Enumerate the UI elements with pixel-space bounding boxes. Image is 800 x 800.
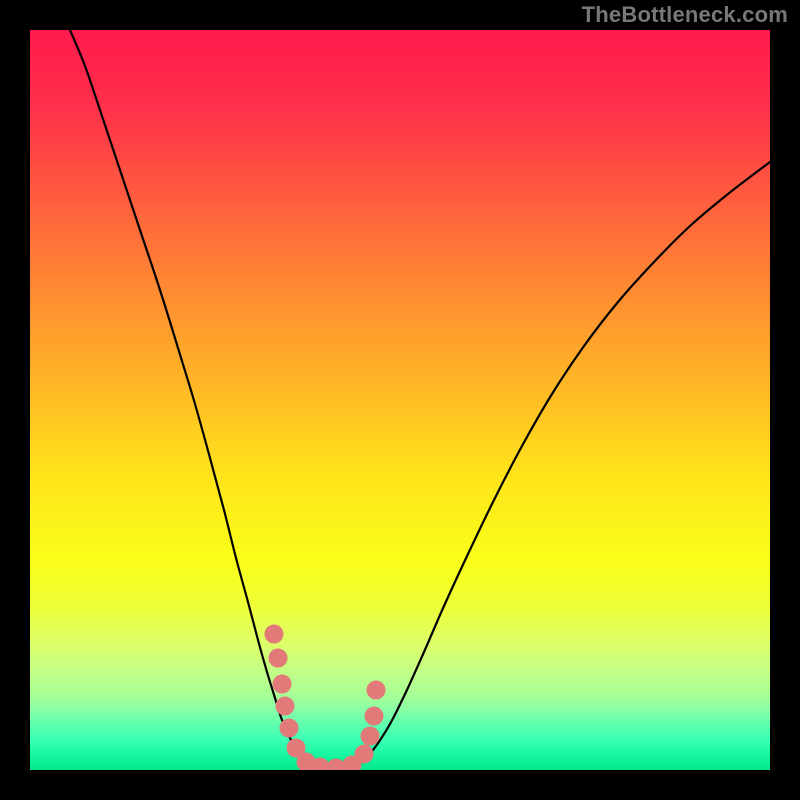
watermark-label: TheBottleneck.com <box>582 2 788 28</box>
data-marker <box>361 727 379 745</box>
plot-svg <box>30 30 770 770</box>
data-marker <box>276 697 294 715</box>
data-marker <box>367 681 385 699</box>
data-marker <box>269 649 287 667</box>
plot-area <box>30 30 770 770</box>
data-marker <box>273 675 291 693</box>
data-marker <box>280 719 298 737</box>
gradient-background <box>30 30 770 770</box>
chart-frame: TheBottleneck.com <box>0 0 800 800</box>
data-marker <box>265 625 283 643</box>
data-marker <box>355 745 373 763</box>
data-marker <box>365 707 383 725</box>
